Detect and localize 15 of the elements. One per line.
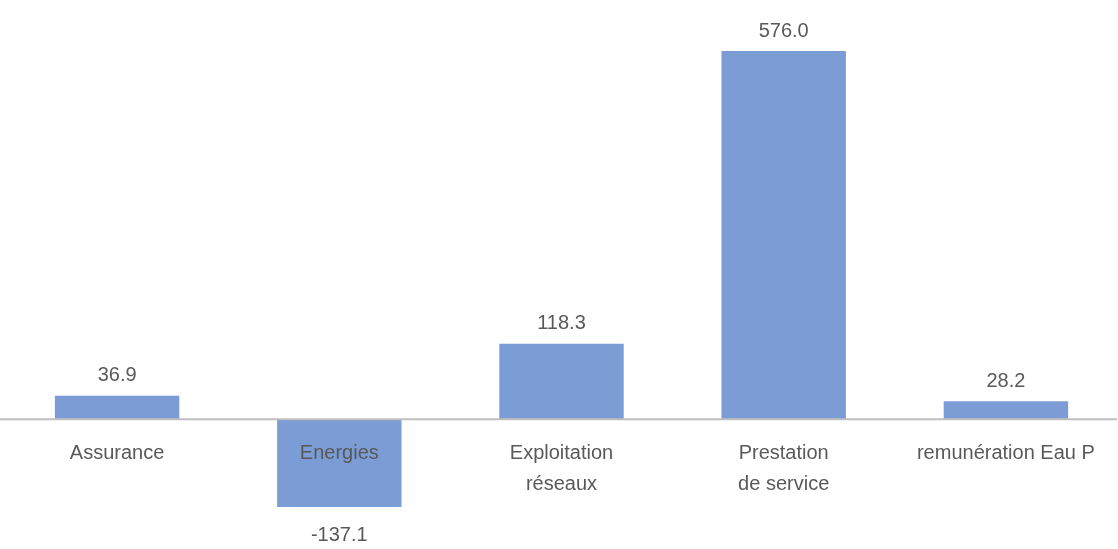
bar <box>54 395 180 420</box>
data-label: 36.9 <box>97 363 137 386</box>
data-label: -137.1 <box>310 522 368 545</box>
bar <box>277 419 402 507</box>
x-tick-label: remunération Eau P <box>916 440 1095 463</box>
x-tick-label: Exploitation réseaux <box>509 440 614 494</box>
data-label: 118.3 <box>537 311 586 334</box>
bar <box>499 343 624 420</box>
data-label: 28.2 <box>986 368 1026 391</box>
data-label: 576.0 <box>758 18 809 41</box>
x-tick-label: Energies <box>299 440 379 463</box>
x-tick-label: Assurance <box>69 440 165 463</box>
bar <box>721 51 846 420</box>
bar <box>943 401 1069 420</box>
x-tick-label: Prestation de service <box>738 440 830 494</box>
